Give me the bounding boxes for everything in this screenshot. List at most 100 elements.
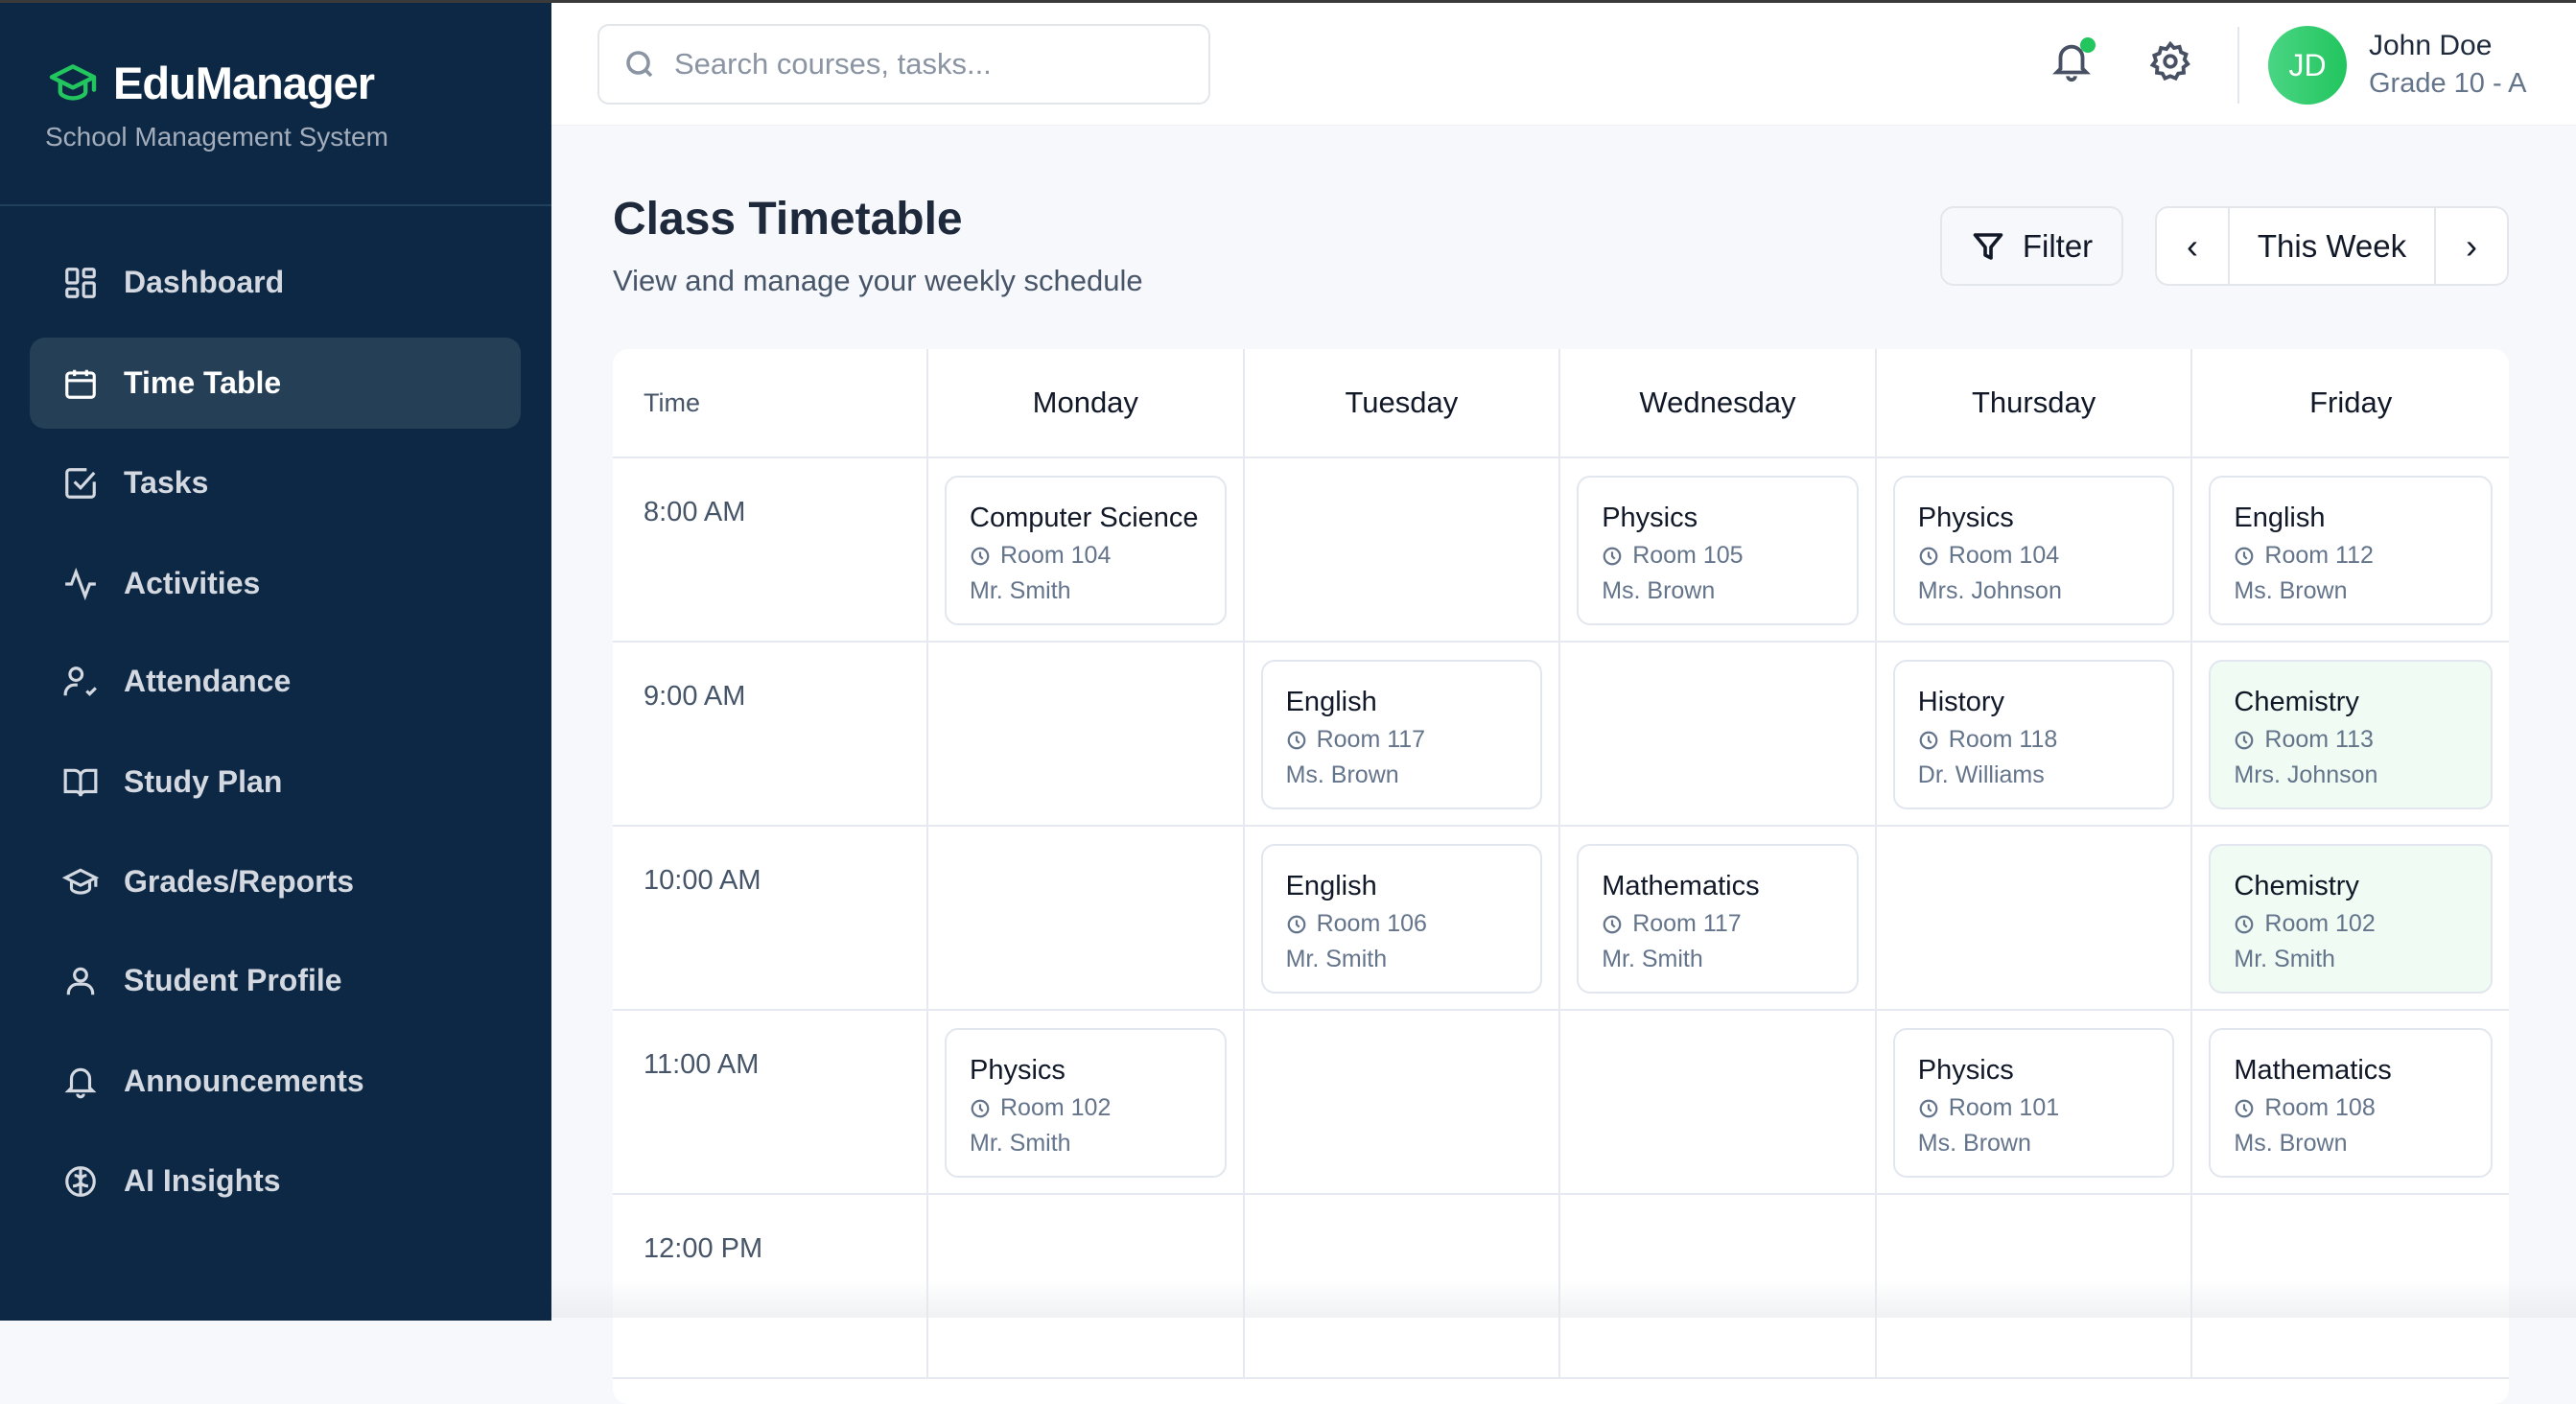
class-room: Room 117 <box>1316 726 1426 753</box>
timetable-cell[interactable]: English Room 112 Ms. Brown <box>2192 458 2509 643</box>
user-grade: Grade 10 - A <box>2369 68 2527 99</box>
class-card[interactable]: English Room 117 Ms. Brown <box>1260 660 1543 809</box>
class-room: Room 105 <box>1632 542 1744 569</box>
class-card[interactable]: Physics Room 101 Ms. Brown <box>1892 1028 2175 1178</box>
timetable-cell[interactable]: Physics Room 104 Mrs. Johnson <box>1876 458 2193 643</box>
class-teacher: Ms. Brown <box>2234 577 2348 604</box>
clock-icon <box>1919 1099 1938 1117</box>
sidebar: EduManager School Management System Dash… <box>0 3 551 1321</box>
class-room: Room 113 <box>2264 726 2374 753</box>
class-card[interactable]: Mathematics Room 117 Mr. Smith <box>1577 844 1859 994</box>
day-header: Thursday <box>1876 349 2193 458</box>
timetable-cell[interactable]: English Room 117 Ms. Brown <box>1244 643 1561 827</box>
week-navigator: ‹ This Week › <box>2155 206 2509 286</box>
timetable-cell[interactable]: Chemistry Room 113 Mrs. Johnson <box>2192 643 2509 827</box>
sidebar-item-study-plan[interactable]: Study Plan <box>30 737 521 828</box>
logo[interactable]: EduManager <box>46 57 375 109</box>
sidebar-item-label: Grades/Reports <box>124 864 355 899</box>
class-card[interactable]: Physics Room 102 Mr. Smith <box>945 1028 1227 1178</box>
filter-button[interactable]: Filter <box>1940 206 2123 286</box>
timetable-cell[interactable] <box>1244 458 1561 643</box>
sidebar-item-grades-reports[interactable]: Grades/Reports <box>30 836 521 927</box>
timetable-cell[interactable]: Mathematics Room 108 Ms. Brown <box>2192 1011 2509 1195</box>
timetable-cell[interactable] <box>928 827 1245 1011</box>
prev-week-button[interactable]: ‹ <box>2187 225 2198 266</box>
class-card[interactable]: Chemistry Room 102 Mr. Smith <box>2209 844 2493 994</box>
class-room: Room 117 <box>1632 910 1742 937</box>
timetable-cell[interactable] <box>1244 1011 1561 1195</box>
class-teacher: Mr. Smith <box>2234 946 2335 972</box>
sidebar-item-label: AI Insights <box>124 1163 281 1198</box>
clock-icon <box>2236 915 2254 933</box>
class-teacher: Mr. Smith <box>970 1130 1071 1157</box>
next-week-button[interactable]: › <box>2466 225 2477 266</box>
sidebar-item-attendance[interactable]: Attendance <box>30 636 521 727</box>
timetable-cell[interactable] <box>928 643 1245 827</box>
current-week-label[interactable]: This Week <box>2228 208 2436 284</box>
class-card[interactable]: Physics Room 104 Mrs. Johnson <box>1892 476 2175 625</box>
timetable-cell[interactable]: Physics Room 102 Mr. Smith <box>928 1011 1245 1195</box>
search-input[interactable] <box>674 47 1192 82</box>
app-name: EduManager <box>113 58 375 108</box>
class-room: Room 104 <box>1948 542 2060 569</box>
class-card[interactable]: English Room 106 Mr. Smith <box>1260 844 1543 994</box>
clock-icon <box>1919 731 1938 749</box>
sidebar-item-tasks[interactable]: Tasks <box>30 437 521 528</box>
clock-icon <box>2236 731 2254 749</box>
sidebar-divider <box>0 204 551 206</box>
class-teacher: Mrs. Johnson <box>1917 577 2062 604</box>
book-icon <box>63 768 98 796</box>
class-subject: Physics <box>1917 503 2014 533</box>
sidebar-item-student-profile[interactable]: Student Profile <box>30 935 521 1026</box>
class-card[interactable]: Mathematics Room 108 Ms. Brown <box>2209 1028 2493 1178</box>
search-icon <box>626 51 653 78</box>
timetable-grid: Time Monday Tuesday Wednesday Thursday Friday… <box>613 349 2509 1404</box>
sidebar-item-label: Attendance <box>124 664 292 698</box>
timetable-cell[interactable] <box>1560 1011 1877 1195</box>
timetable-cell[interactable]: Physics Room 101 Ms. Brown <box>1876 1011 2193 1195</box>
clock-icon <box>1287 915 1305 933</box>
search-box[interactable] <box>597 24 1210 105</box>
class-room: Room 102 <box>1000 1094 1112 1121</box>
class-card[interactable]: Chemistry Room 113 Mrs. Johnson <box>2209 660 2493 809</box>
class-teacher: Ms. Brown <box>1602 577 1716 604</box>
clock-icon <box>1603 547 1622 565</box>
notifications-button[interactable] <box>2049 37 2096 87</box>
sidebar-item-ai-insights[interactable]: AI Insights <box>30 1135 521 1227</box>
time-column-header: Time <box>613 349 928 458</box>
clock-icon <box>1919 547 1938 565</box>
sidebar-item-time-table[interactable]: Time Table <box>30 338 521 429</box>
timetable-cell[interactable]: Physics Room 105 Ms. Brown <box>1560 458 1877 643</box>
sidebar-item-announcements[interactable]: Announcements <box>30 1036 521 1127</box>
day-header: Tuesday <box>1244 349 1561 458</box>
timetable-cell[interactable]: Computer Science Room 104 Mr. Smith <box>928 458 1245 643</box>
class-card[interactable]: Physics Room 105 Ms. Brown <box>1577 476 1859 625</box>
page-title: Class Timetable <box>613 194 963 245</box>
settings-button[interactable] <box>2148 39 2194 87</box>
timetable-cell[interactable]: Chemistry Room 102 Mr. Smith <box>2192 827 2509 1011</box>
user-name: John Doe <box>2369 30 2493 61</box>
avatar[interactable]: JD <box>2268 26 2347 105</box>
filter-label: Filter <box>2022 227 2094 264</box>
clock-icon <box>2236 1099 2254 1117</box>
time-slot-label: 10:00 AM <box>613 827 928 1011</box>
class-teacher: Ms. Brown <box>1285 761 1399 788</box>
class-subject: History <box>1917 687 2005 717</box>
page-subtitle: View and manage your weekly schedule <box>613 264 1143 297</box>
class-teacher: Mrs. Johnson <box>2234 761 2378 788</box>
timetable-cell[interactable]: English Room 106 Mr. Smith <box>1244 827 1561 1011</box>
class-card[interactable]: History Room 118 Dr. Williams <box>1892 660 2175 809</box>
class-card[interactable]: Computer Science Room 104 Mr. Smith <box>945 476 1227 625</box>
sidebar-item-dashboard[interactable]: Dashboard <box>30 237 521 328</box>
timetable-cell[interactable] <box>1560 643 1877 827</box>
class-teacher: Dr. Williams <box>1917 761 2045 788</box>
time-slot-label: 11:00 AM <box>613 1011 928 1195</box>
class-subject: English <box>1285 871 1377 901</box>
timetable-cell[interactable]: Mathematics Room 117 Mr. Smith <box>1560 827 1877 1011</box>
class-card[interactable]: English Room 112 Ms. Brown <box>2209 476 2493 625</box>
day-header: Friday <box>2192 349 2509 458</box>
activity-icon <box>65 567 96 600</box>
timetable-cell[interactable]: History Room 118 Dr. Williams <box>1876 643 2193 827</box>
timetable-cell[interactable] <box>1876 827 2193 1011</box>
sidebar-item-activities[interactable]: Activities <box>30 538 521 629</box>
